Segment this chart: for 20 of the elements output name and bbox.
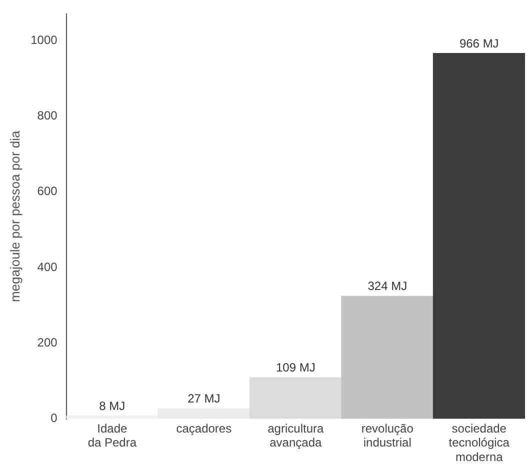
y-tick-label: 200 [37,335,58,350]
y-tick-label: 1000 [30,32,58,47]
data-label: 109 MJ [276,360,316,375]
data-label: 324 MJ [368,279,408,294]
data-label: 8 MJ [99,398,126,413]
y-tick-label: 800 [37,108,58,122]
x-tick-label: caçadores [176,421,232,436]
bar [432,53,525,419]
x-tick-label: Idade da Pedra [88,421,137,450]
bar [249,377,342,419]
x-tick-label: revolução industrial [361,421,414,450]
bar [341,296,434,419]
y-axis-title: megajoule por pessoa por dia [7,130,22,302]
x-tick-label: agricultura avançada [268,421,324,450]
data-label: 966 MJ [459,36,499,50]
y-tick-label: 400 [37,260,58,274]
data-label: 27 MJ [188,392,220,406]
y-tick-label: 0 [50,411,58,426]
x-tick-label: sociedade tecnológica moderna [448,421,510,464]
y-tick-label: 600 [37,184,58,198]
